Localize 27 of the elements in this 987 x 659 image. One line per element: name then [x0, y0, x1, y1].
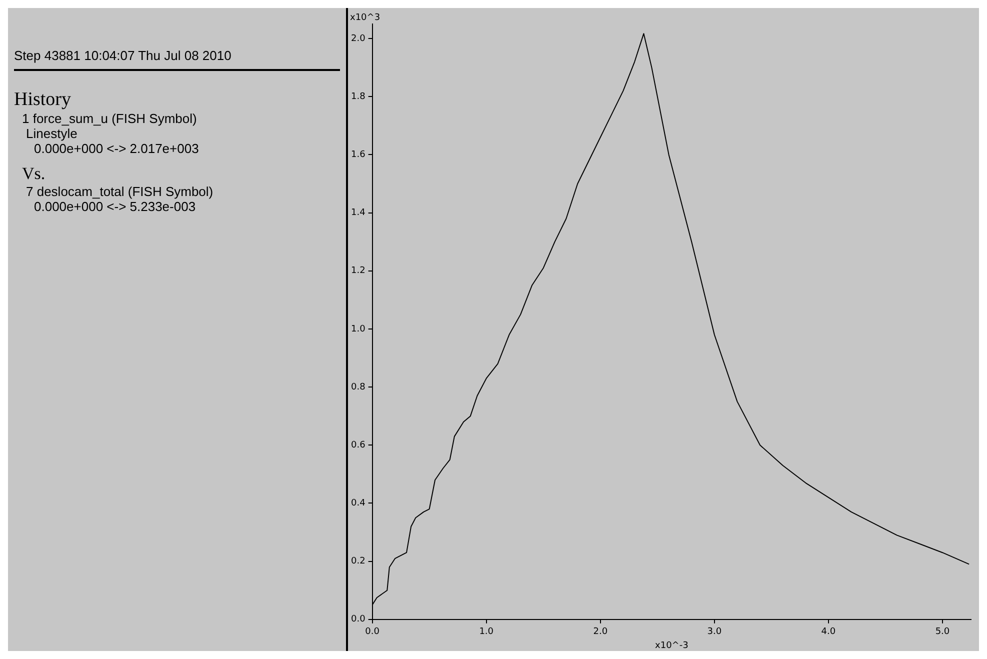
- y-tick-label: 1.6: [350, 150, 366, 160]
- y-tick-label: 0.8: [350, 382, 366, 392]
- text: 1 force_sum_u (FISH Symbol): [22, 111, 198, 126]
- text: 0.000e+000 <-> 2.017e+003: [34, 141, 200, 156]
- y-tick-label: 1.2: [350, 266, 366, 276]
- x-tick-label: 1.0: [479, 627, 494, 638]
- y-tick-label: 1.8: [350, 92, 366, 102]
- text: 7 deslocam_total (FISH Symbol): [26, 184, 214, 199]
- y-tick-label: 1.4: [350, 208, 366, 218]
- y-tick-label: 0.6: [350, 440, 366, 450]
- y-tick-label: 0.2: [350, 556, 366, 567]
- text: Step 43881 10:04:07 Thu Jul 08 2010: [14, 48, 340, 71]
- x-axis-title: x10^-3: [655, 640, 688, 651]
- y-axis-title: x10^3: [350, 12, 380, 23]
- x-tick-label: 0.0: [365, 627, 380, 638]
- x-tick-label: 5.0: [935, 627, 950, 638]
- text: Vs.: [22, 164, 46, 184]
- y-tick-label: 0.0: [350, 614, 366, 625]
- y-tick-label: 2.0: [350, 34, 366, 44]
- x-tick-label: 2.0: [593, 627, 608, 638]
- y-tick-label: 0.4: [350, 498, 366, 509]
- x-tick-label: 4.0: [821, 627, 836, 638]
- text: Linestyle: [26, 126, 78, 141]
- y-tick-label: 1.0: [350, 324, 366, 334]
- text: 0.000e+000 <-> 5.233e-003: [34, 199, 197, 214]
- x-tick-label: 3.0: [707, 627, 722, 638]
- text: History: [14, 89, 72, 111]
